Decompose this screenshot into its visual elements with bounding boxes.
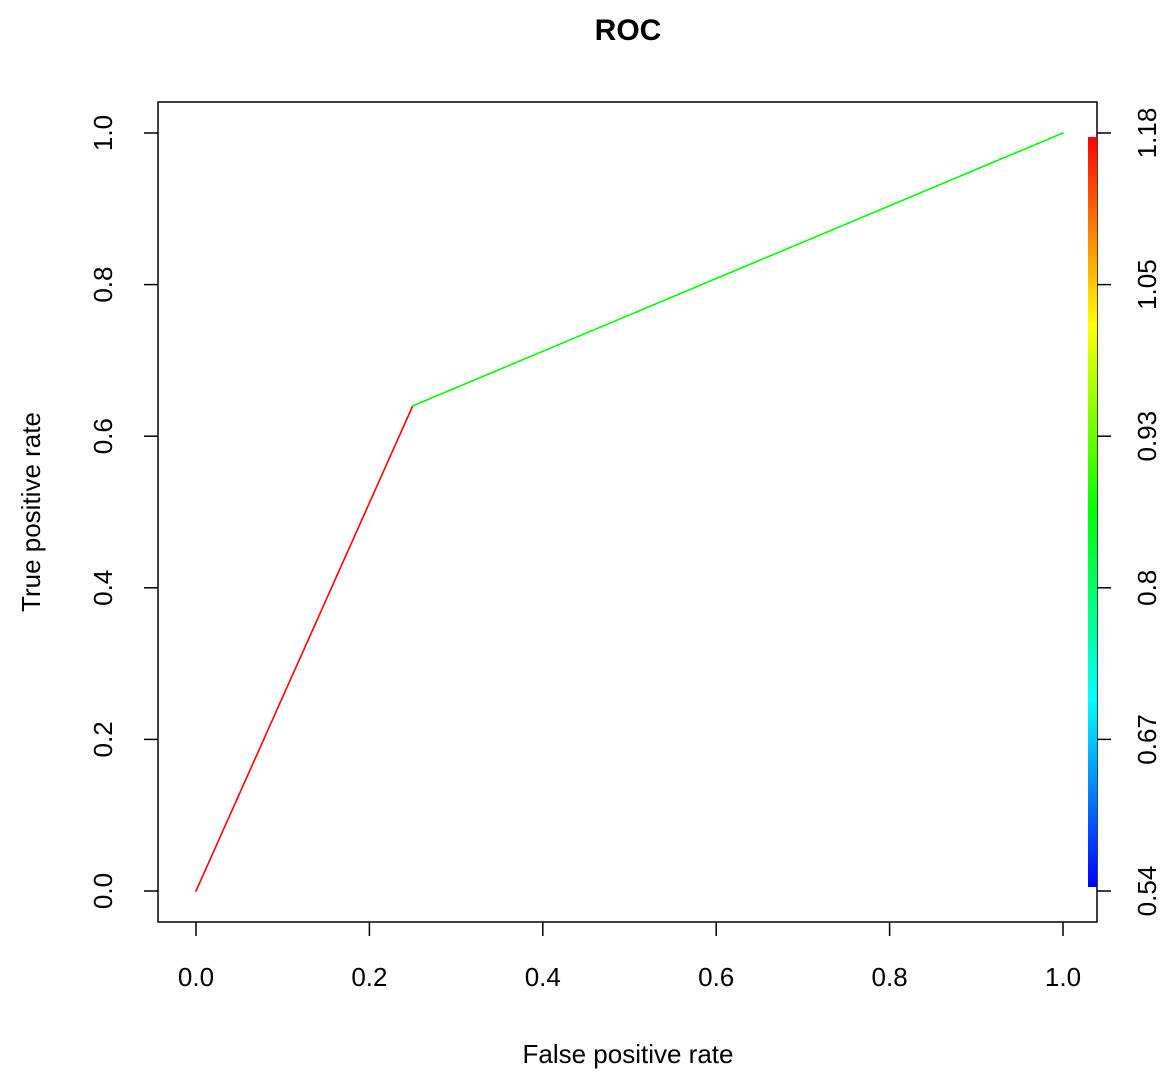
roc-curve-segment: [195, 405, 414, 892]
colorbar-tick-label: 0.93: [1132, 411, 1162, 462]
colorbar-tick-label: 0.67: [1132, 714, 1162, 765]
colorbar-tick-label: 1.18: [1132, 108, 1162, 159]
x-tick-label: 1.0: [1045, 962, 1081, 992]
y-tick-label: 0.6: [88, 418, 118, 454]
x-tick-label: 0.6: [698, 962, 734, 992]
y-tick-label: 0.8: [88, 267, 118, 303]
y-tick-label: 0.4: [88, 570, 118, 606]
y-axis-label: True positive rate: [16, 412, 46, 612]
roc-curve-segment: [411, 132, 1064, 407]
x-tick-label: 0.0: [178, 962, 214, 992]
x-axis-label: False positive rate: [523, 1039, 734, 1069]
plot-frame: [157, 101, 1098, 923]
colorbar-tick-label: 1.05: [1132, 259, 1162, 310]
colorbar-tick-label: 0.54: [1132, 866, 1162, 917]
x-tick-label: 0.2: [351, 962, 387, 992]
y-tick-label: 0.2: [88, 721, 118, 757]
y-tick-label: 1.0: [88, 115, 118, 151]
y-tick-label: 0.0: [88, 873, 118, 909]
colorbar-tick-label: 0.8: [1132, 570, 1162, 606]
x-tick-label: 0.8: [872, 962, 908, 992]
colorbar-strip: [1088, 137, 1097, 887]
chart-title: ROC: [595, 14, 662, 47]
x-tick-label: 0.4: [525, 962, 561, 992]
plot-area: 0.0 0.2 0.4 0.6 0.8 1.0 0.0 0.2 0.4 0.6 0.8 1.0 0.54…: [88, 101, 1162, 992]
